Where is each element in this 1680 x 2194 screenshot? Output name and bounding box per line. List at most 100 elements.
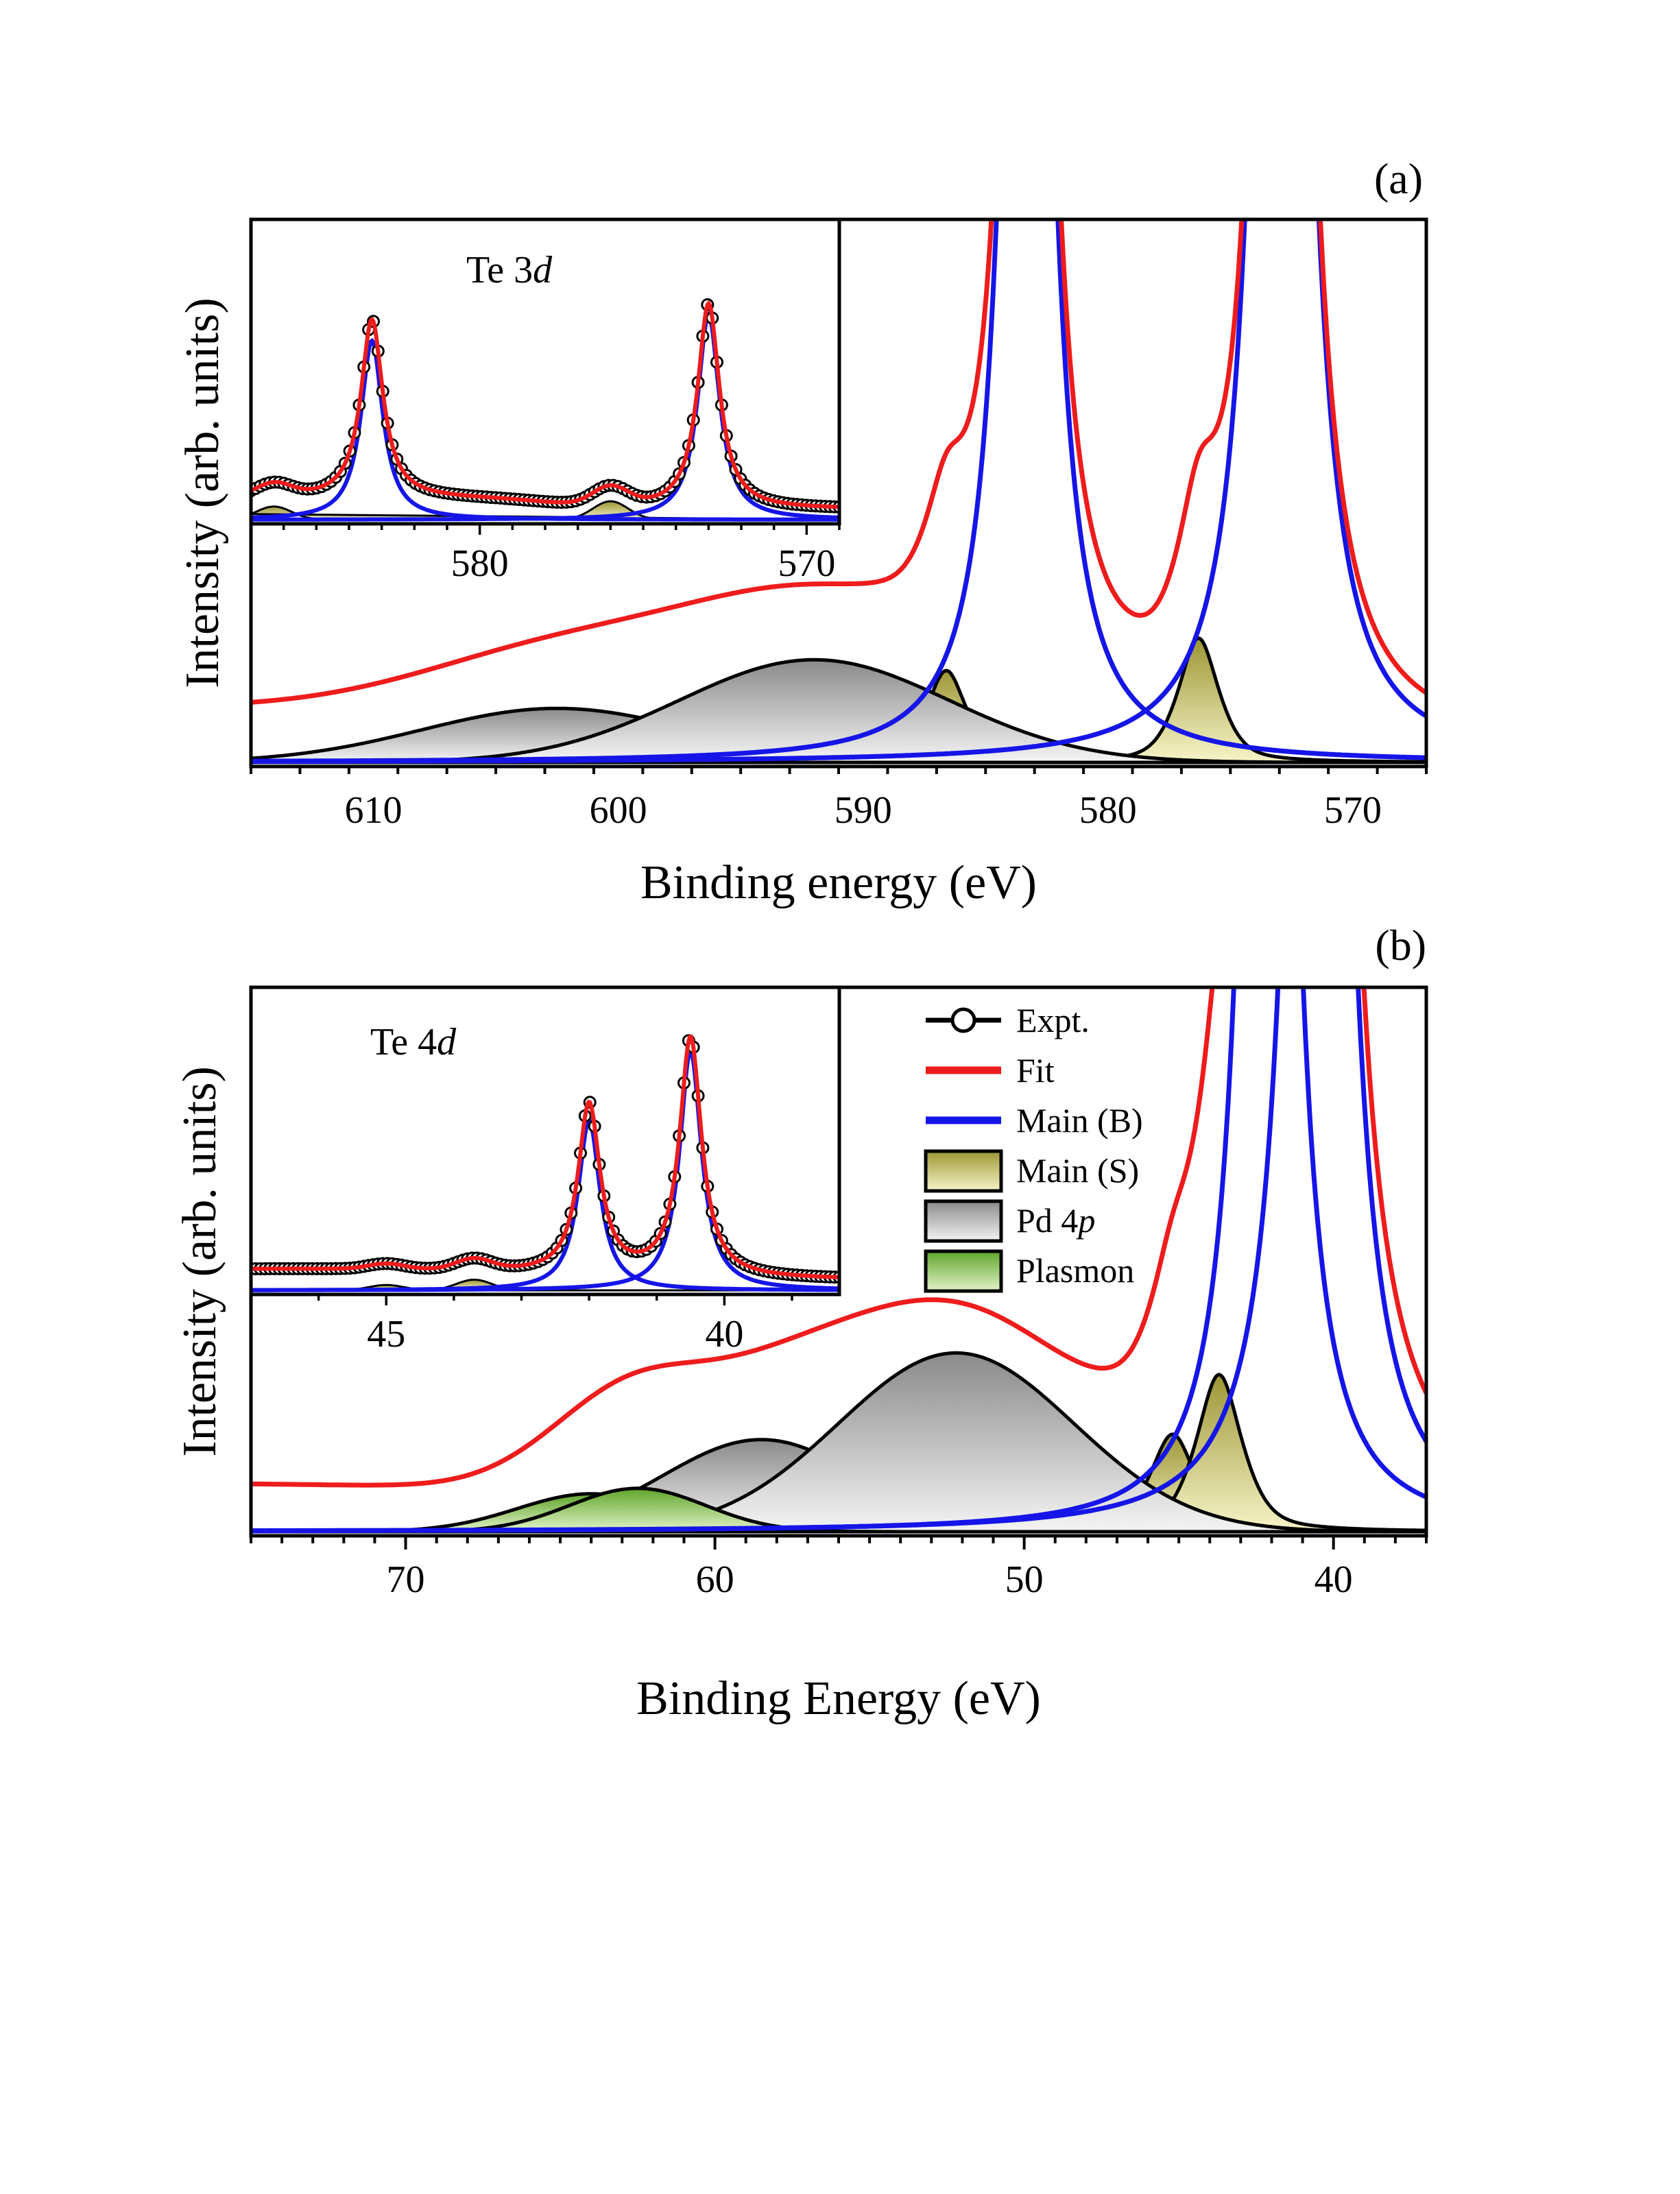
expt-point	[511, 0, 525, 7]
expt-point	[939, 0, 953, 7]
expt-point	[1272, 0, 1286, 7]
x-tick-label: 580	[1079, 789, 1137, 832]
expt-point	[1382, 0, 1396, 7]
expt-point	[1247, 0, 1260, 7]
expt-point	[340, 0, 354, 7]
expt-point	[869, 0, 883, 7]
expt-point	[1221, 0, 1235, 7]
legend-label: Expt.	[1016, 1001, 1090, 1039]
expt-point	[516, 0, 530, 7]
expt-point	[541, 0, 555, 7]
expt-point	[330, 0, 344, 7]
expt-point	[1070, 0, 1084, 7]
expt-point	[340, 0, 354, 7]
legend-swatch	[924, 1249, 1003, 1293]
expt-point	[667, 0, 681, 7]
expt-point	[1176, 0, 1190, 7]
expt-point	[420, 0, 434, 7]
expt-point	[703, 0, 717, 7]
x-tick-label: 40	[1315, 1558, 1353, 1601]
expt-point	[1378, 0, 1391, 7]
expt-point	[269, 0, 283, 7]
expt-point	[405, 0, 419, 7]
expt-point	[1393, 0, 1406, 7]
expt-point	[1040, 0, 1054, 7]
expt-point	[521, 0, 535, 7]
expt-point	[798, 0, 812, 7]
expt-point	[914, 0, 928, 7]
expt-point	[753, 0, 767, 7]
expt-point	[1277, 0, 1291, 7]
expt-point	[803, 0, 817, 7]
panel-a-expt-points	[244, 0, 1432, 7]
expt-point	[884, 0, 898, 7]
expt-point	[1181, 0, 1195, 7]
expt-point	[849, 0, 863, 7]
expt-point	[1363, 0, 1376, 7]
expt-point	[919, 0, 933, 7]
expt-point	[592, 0, 605, 7]
expt-point	[1181, 0, 1195, 7]
expt-point	[471, 0, 485, 7]
expt-point	[980, 0, 994, 7]
expt-point	[496, 0, 509, 7]
expt-point	[1312, 0, 1325, 7]
expt-point	[1277, 0, 1291, 7]
legend-item-main-b-: Main (B)	[926, 1101, 1143, 1140]
expt-point	[723, 0, 736, 7]
expt-point	[1090, 0, 1104, 7]
expt-point	[1262, 0, 1275, 7]
expt-point	[884, 0, 898, 7]
expt-point	[869, 0, 883, 7]
expt-point	[254, 0, 268, 7]
expt-point	[1010, 0, 1024, 7]
expt-point	[1408, 0, 1421, 7]
expt-point	[370, 0, 384, 7]
expt-point	[793, 0, 807, 7]
expt-point	[1367, 0, 1381, 7]
expt-point	[1332, 0, 1346, 7]
expt-point	[1025, 0, 1039, 7]
expt-point	[562, 0, 575, 7]
inset-b-main-peak-1	[251, 1048, 839, 1292]
expt-point	[808, 0, 822, 7]
expt-point	[1287, 0, 1301, 7]
expt-point	[1005, 0, 1018, 7]
expt-point	[1332, 0, 1346, 7]
expt-point	[1297, 0, 1310, 7]
expt-point	[974, 0, 988, 7]
panel-a: (a) 610 600 590 580 570 Binding energy (eV) …	[176, 0, 1432, 909]
expt-point	[743, 0, 756, 7]
expt-point	[904, 0, 917, 7]
expt-point	[1312, 0, 1325, 7]
expt-point	[320, 0, 333, 7]
panel-b-label: (b)	[1375, 921, 1426, 969]
expt-point	[874, 0, 887, 7]
legend-marker	[950, 1007, 976, 1033]
expt-point	[330, 0, 344, 7]
legend-item-plasmon: Plasmon	[924, 1249, 1134, 1293]
expt-point	[441, 0, 455, 7]
expt-point	[642, 0, 656, 7]
expt-point	[672, 0, 686, 7]
expt-point	[471, 0, 485, 7]
expt-point	[1080, 0, 1094, 7]
expt-point	[1282, 0, 1295, 7]
expt-point	[1161, 0, 1175, 7]
expt-point	[1242, 0, 1256, 7]
panel-b-plot-area	[251, 0, 1432, 1534]
expt-point	[783, 0, 797, 7]
expt-point	[929, 0, 943, 7]
expt-point	[1397, 0, 1411, 7]
expt-point	[924, 0, 938, 7]
expt-point	[1075, 0, 1089, 7]
expt-point	[295, 0, 309, 7]
legend-item-main-s-: Main (S)	[924, 1149, 1139, 1193]
expt-point	[1247, 0, 1260, 7]
expt-point	[441, 0, 455, 7]
expt-point	[1236, 0, 1250, 7]
expt-point	[949, 0, 963, 7]
expt-point	[521, 0, 535, 7]
expt-point	[904, 0, 917, 7]
expt-point	[1418, 0, 1432, 7]
